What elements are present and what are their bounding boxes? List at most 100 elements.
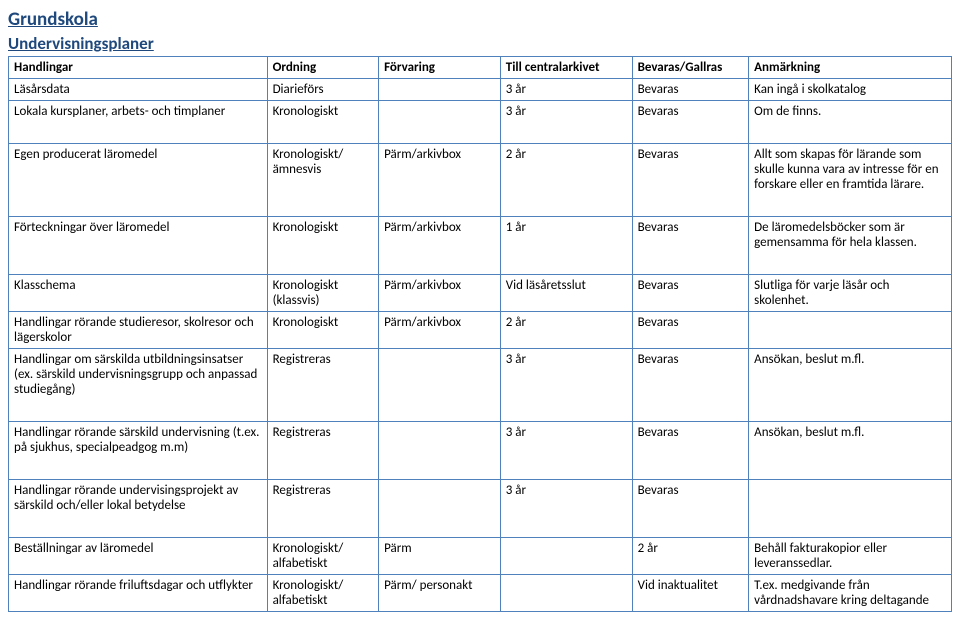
table-cell: 3 år bbox=[500, 349, 632, 401]
table-cell bbox=[749, 312, 952, 349]
table-cell: Vid läsåretsslut bbox=[500, 275, 632, 312]
table-cell: Bevaras bbox=[632, 144, 749, 196]
table-gap-cell bbox=[9, 400, 268, 422]
table-row: KlasschemaKronologiskt (klassvis)Pärm/ar… bbox=[9, 275, 952, 312]
table-gap-cell bbox=[749, 253, 952, 275]
table-cell: Klasschema bbox=[9, 275, 268, 312]
table-cell: T.ex. medgivande från vårdnadshavare kri… bbox=[749, 575, 952, 612]
table-gap-cell bbox=[749, 458, 952, 480]
table-cell bbox=[379, 79, 501, 101]
plan-table: Handlingar Ordning Förvaring Till centra… bbox=[8, 56, 952, 612]
table-cell: Bevaras bbox=[632, 79, 749, 101]
table-cell: Handlingar rörande friluftsdagar och utf… bbox=[9, 575, 268, 612]
table-cell: Förteckningar över läromedel bbox=[9, 217, 268, 254]
table-gap-row bbox=[9, 400, 952, 422]
table-cell: Bevaras bbox=[632, 312, 749, 349]
table-cell: Kronologiskt/ alfabetiskt bbox=[267, 575, 379, 612]
table-cell: 3 år bbox=[500, 422, 632, 459]
table-gap-cell bbox=[379, 195, 501, 217]
table-gap-cell bbox=[632, 195, 749, 217]
table-cell: Vid inaktualitet bbox=[632, 575, 749, 612]
table-gap-row bbox=[9, 516, 952, 538]
table-cell: Handlingar rörande särskild undervisning… bbox=[9, 422, 268, 459]
table-cell: 2 år bbox=[500, 144, 632, 196]
table-cell: Kronologiskt bbox=[267, 312, 379, 349]
table-row: LäsårsdataDiarieförs3 årBevarasKan ingå … bbox=[9, 79, 952, 101]
table-cell: Registreras bbox=[267, 422, 379, 459]
table-cell: Kronologiskt bbox=[267, 101, 379, 123]
header-handlingar: Handlingar bbox=[9, 57, 268, 79]
table-gap-cell bbox=[500, 400, 632, 422]
table-cell: Bevaras bbox=[632, 217, 749, 254]
table-cell bbox=[500, 538, 632, 575]
table-gap-cell bbox=[379, 516, 501, 538]
table-cell: Kan ingå i skolkatalog bbox=[749, 79, 952, 101]
table-cell bbox=[749, 480, 952, 517]
table-gap-cell bbox=[379, 458, 501, 480]
table-gap-cell bbox=[749, 516, 952, 538]
table-gap-cell bbox=[9, 516, 268, 538]
table-gap-cell bbox=[9, 122, 268, 144]
table-cell: Lokala kursplaner, arbets- och timplaner bbox=[9, 101, 268, 123]
table-cell: Pärm/arkivbox bbox=[379, 275, 501, 312]
title-main: Grundskola bbox=[8, 8, 952, 31]
table-cell: 1 år bbox=[500, 217, 632, 254]
table-cell: 3 år bbox=[500, 101, 632, 123]
table-gap-row bbox=[9, 458, 952, 480]
table-cell: Bevaras bbox=[632, 349, 749, 401]
table-gap-cell bbox=[9, 195, 268, 217]
table-cell: Kronologiskt/ ämnesvis bbox=[267, 144, 379, 196]
table-gap-row bbox=[9, 253, 952, 275]
table-gap-cell bbox=[267, 400, 379, 422]
table-gap-cell bbox=[267, 253, 379, 275]
header-bevaras-gallras: Bevaras/Gallras bbox=[632, 57, 749, 79]
header-anmarkning: Anmärkning bbox=[749, 57, 952, 79]
table-cell: Handlingar rörande undervisingsprojekt a… bbox=[9, 480, 268, 517]
table-cell: Allt som skapas för lärande som skulle k… bbox=[749, 144, 952, 196]
table-gap-cell bbox=[267, 122, 379, 144]
table-gap-cell bbox=[632, 458, 749, 480]
table-gap-cell bbox=[500, 253, 632, 275]
header-ordning: Ordning bbox=[267, 57, 379, 79]
table-gap-cell bbox=[500, 122, 632, 144]
table-cell: Pärm bbox=[379, 538, 501, 575]
table-gap-cell bbox=[632, 122, 749, 144]
table-gap-cell bbox=[379, 122, 501, 144]
table-row: Handlingar rörande särskild undervisning… bbox=[9, 422, 952, 459]
table-row: Handlingar rörande studieresor, skolreso… bbox=[9, 312, 952, 349]
table-cell: 2 år bbox=[632, 538, 749, 575]
table-cell: Om de finns. bbox=[749, 101, 952, 123]
table-cell bbox=[379, 101, 501, 123]
table-gap-cell bbox=[9, 458, 268, 480]
table-gap-cell bbox=[267, 195, 379, 217]
table-cell: Pärm/arkivbox bbox=[379, 217, 501, 254]
table-cell: Handlingar rörande studieresor, skolreso… bbox=[9, 312, 268, 349]
header-till-centralarkivet: Till centralarkivet bbox=[500, 57, 632, 79]
table-cell: Ansökan, beslut m.fl. bbox=[749, 349, 952, 401]
table-cell: 3 år bbox=[500, 79, 632, 101]
table-cell: Registreras bbox=[267, 480, 379, 517]
table-gap-cell bbox=[749, 400, 952, 422]
table-cell: Slutliga för varje läsår och skolenhet. bbox=[749, 275, 952, 312]
table-row: Handlingar rörande friluftsdagar och utf… bbox=[9, 575, 952, 612]
table-cell: Registreras bbox=[267, 349, 379, 401]
table-cell: Diarieförs bbox=[267, 79, 379, 101]
table-cell bbox=[379, 422, 501, 459]
table-gap-cell bbox=[632, 253, 749, 275]
table-cell: Bevaras bbox=[632, 275, 749, 312]
table-header-row: Handlingar Ordning Förvaring Till centra… bbox=[9, 57, 952, 79]
table-cell: Kronologiskt (klassvis) bbox=[267, 275, 379, 312]
table-cell: Handlingar om särskilda utbildningsinsat… bbox=[9, 349, 268, 401]
table-row: Handlingar rörande undervisingsprojekt a… bbox=[9, 480, 952, 517]
table-cell: De läromedelsböcker som är gemensamma fö… bbox=[749, 217, 952, 254]
table-row: Förteckningar över läromedelKronologiskt… bbox=[9, 217, 952, 254]
table-cell: Ansökan, beslut m.fl. bbox=[749, 422, 952, 459]
table-gap-cell bbox=[749, 122, 952, 144]
table-cell: Bevaras bbox=[632, 422, 749, 459]
table-gap-cell bbox=[267, 458, 379, 480]
table-gap-cell bbox=[500, 195, 632, 217]
table-gap-cell bbox=[379, 400, 501, 422]
table-cell: Kronologiskt bbox=[267, 217, 379, 254]
title-sub: Undervisningsplaner bbox=[8, 33, 952, 54]
table-cell: Pärm/arkivbox bbox=[379, 312, 501, 349]
